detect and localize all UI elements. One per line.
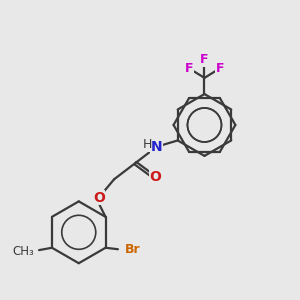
Text: H: H bbox=[142, 138, 152, 151]
Text: F: F bbox=[185, 62, 194, 75]
Text: O: O bbox=[149, 170, 161, 184]
Text: N: N bbox=[151, 140, 162, 154]
Text: Br: Br bbox=[125, 243, 140, 256]
Text: F: F bbox=[200, 53, 209, 66]
Text: F: F bbox=[215, 62, 224, 75]
Text: O: O bbox=[93, 190, 105, 205]
Text: CH₃: CH₃ bbox=[12, 245, 34, 258]
